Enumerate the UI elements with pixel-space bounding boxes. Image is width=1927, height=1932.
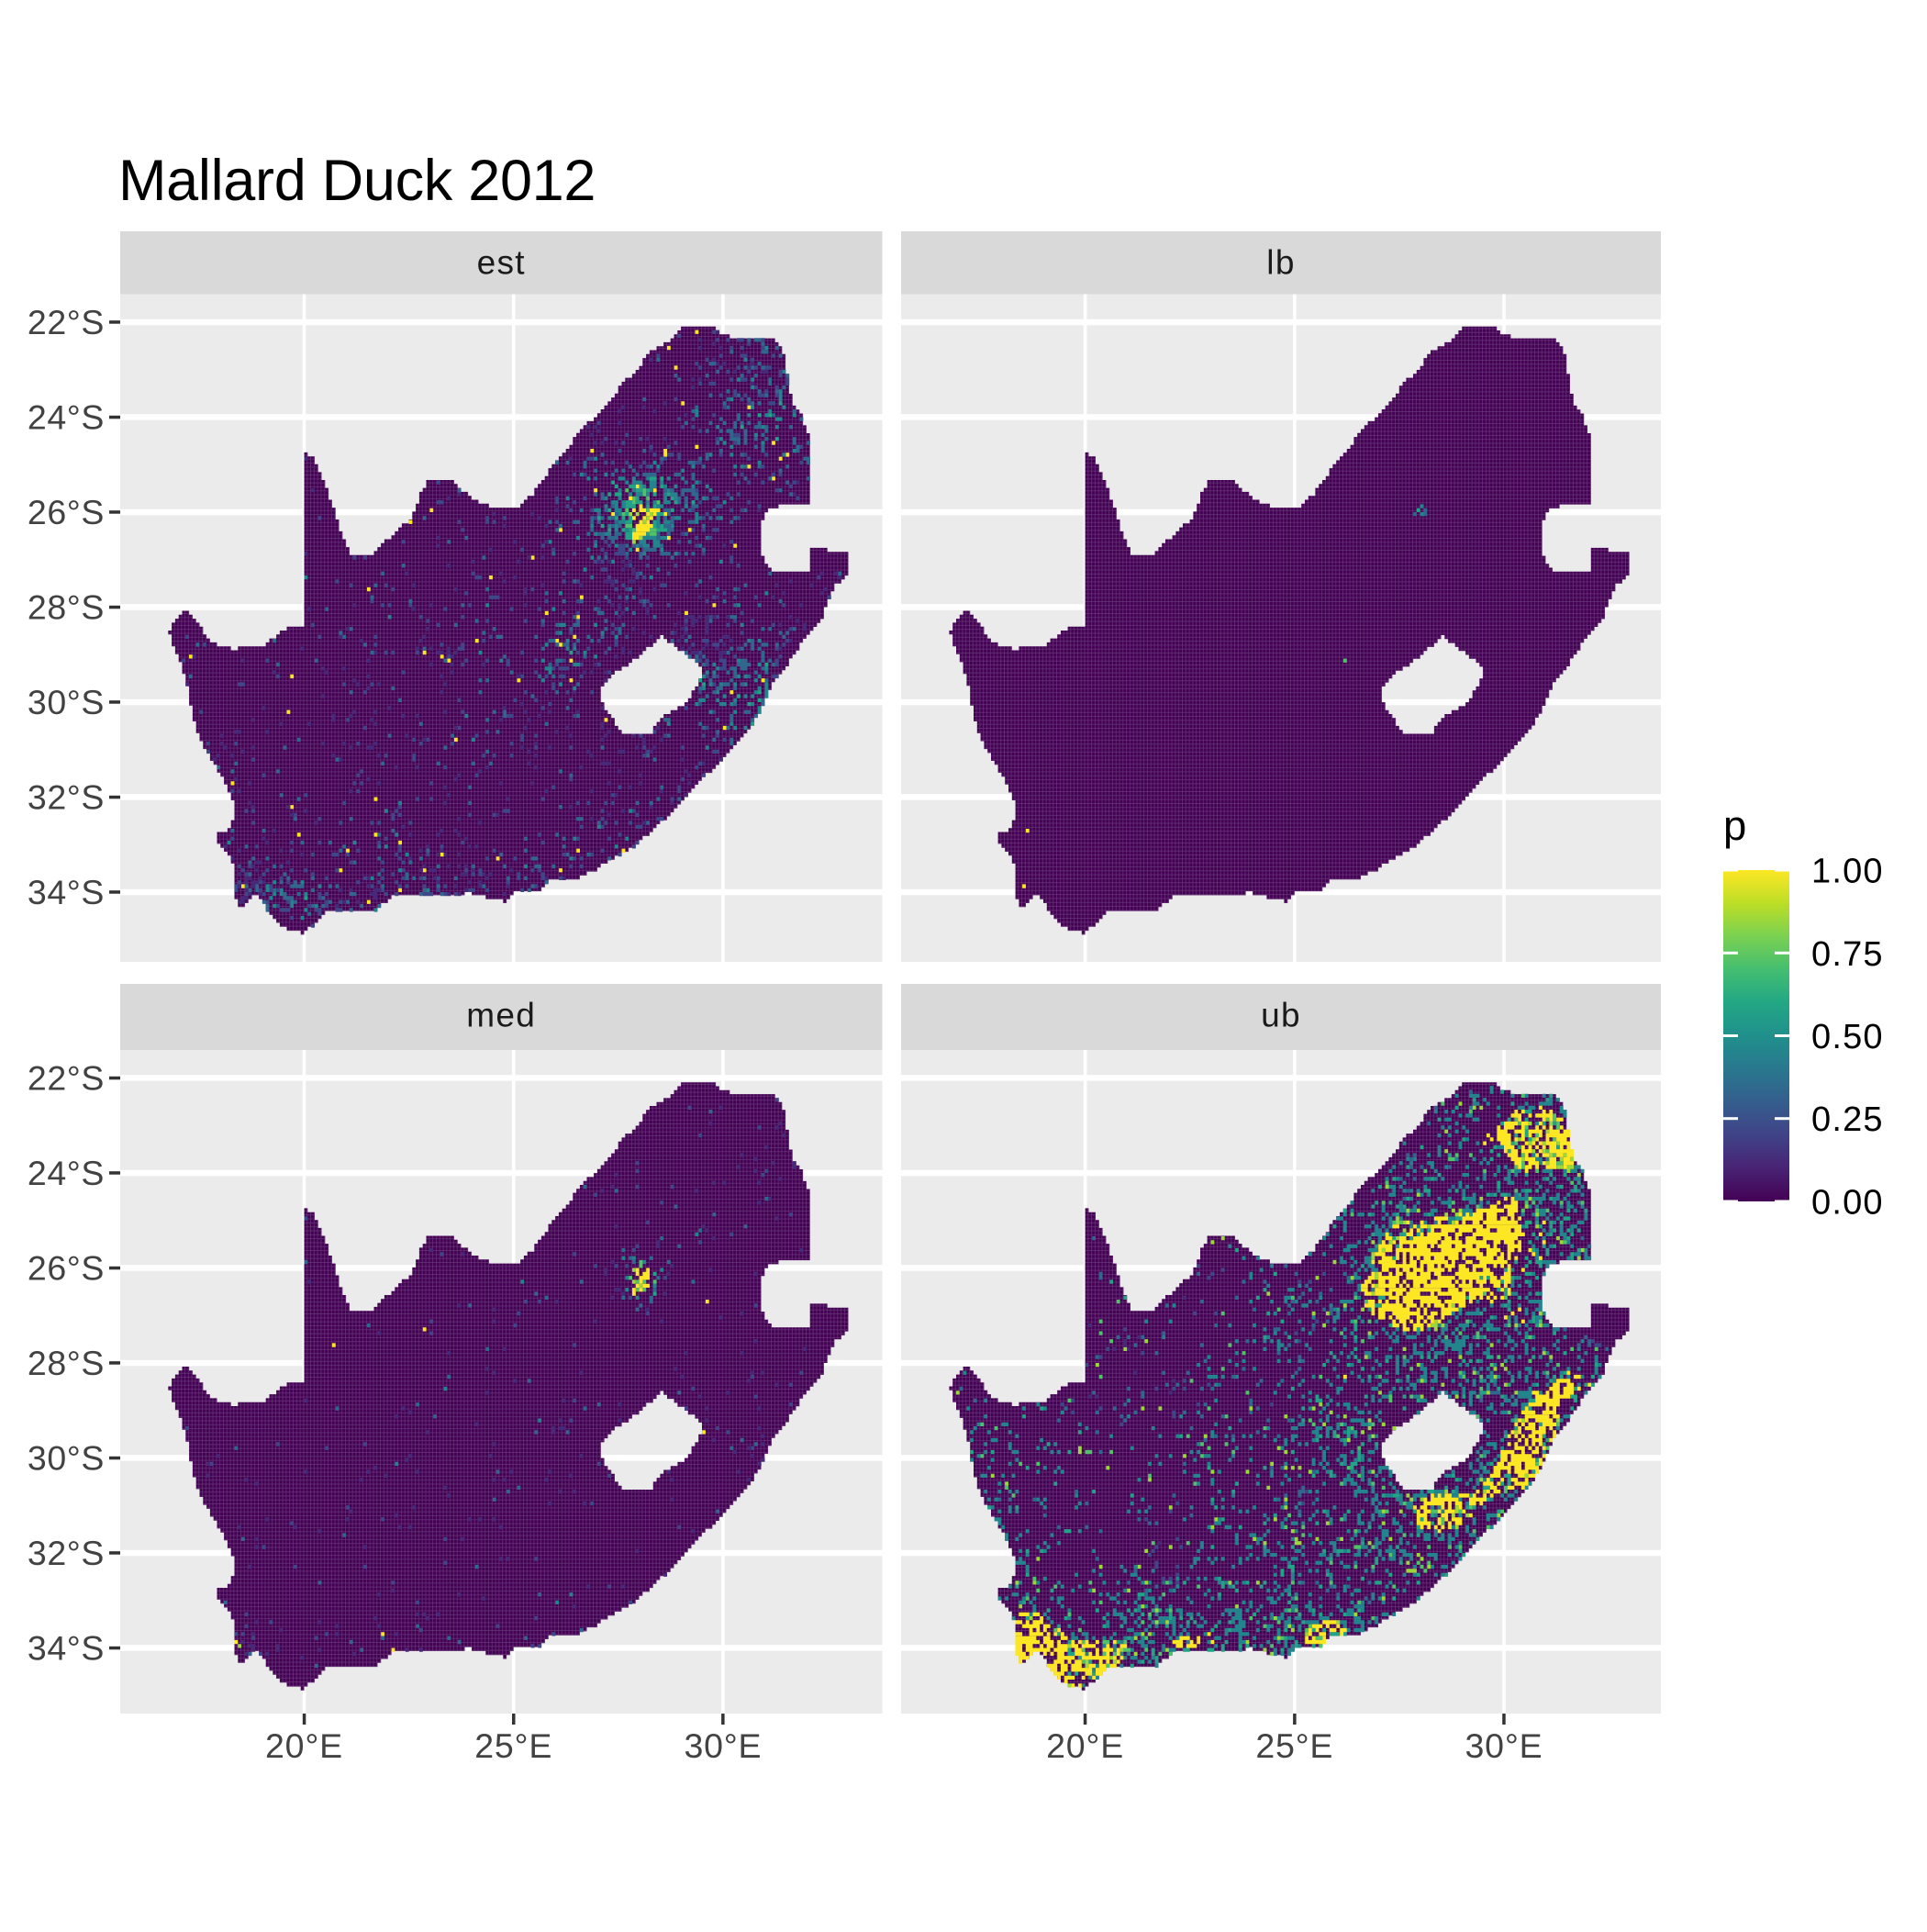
svg-text:22°S: 22°S — [28, 1059, 105, 1098]
svg-text:0.50: 0.50 — [1811, 1018, 1884, 1056]
svg-text:22°S: 22°S — [28, 303, 105, 341]
svg-text:0.25: 0.25 — [1811, 1100, 1884, 1139]
svg-text:est: est — [477, 244, 526, 282]
svg-text:0.00: 0.00 — [1811, 1184, 1884, 1223]
svg-text:ub: ub — [1261, 997, 1301, 1034]
svg-text:26°S: 26°S — [28, 1249, 105, 1288]
svg-text:0.75: 0.75 — [1811, 935, 1884, 974]
svg-text:26°S: 26°S — [28, 493, 105, 531]
svg-text:28°S: 28°S — [28, 588, 105, 627]
svg-text:32°S: 32°S — [28, 1534, 105, 1572]
svg-text:28°S: 28°S — [28, 1344, 105, 1382]
svg-text:p: p — [1723, 802, 1746, 849]
svg-text:30°S: 30°S — [28, 683, 105, 721]
svg-text:25°E: 25°E — [1255, 1726, 1333, 1765]
svg-text:25°E: 25°E — [474, 1726, 552, 1765]
svg-text:34°S: 34°S — [28, 873, 105, 911]
svg-text:32°S: 32°S — [28, 778, 105, 817]
svg-text:lb: lb — [1266, 244, 1295, 282]
svg-text:30°E: 30°E — [1465, 1726, 1543, 1765]
svg-text:20°E: 20°E — [265, 1726, 343, 1765]
svg-text:24°S: 24°S — [28, 1154, 105, 1192]
svg-text:Mallard Duck 2012: Mallard Duck 2012 — [118, 149, 596, 213]
svg-text:med: med — [466, 997, 536, 1034]
svg-text:20°E: 20°E — [1046, 1726, 1124, 1765]
svg-text:1.00: 1.00 — [1811, 853, 1884, 891]
svg-text:34°S: 34°S — [28, 1629, 105, 1668]
svg-text:24°S: 24°S — [28, 398, 105, 437]
svg-text:30°S: 30°S — [28, 1439, 105, 1478]
svg-text:30°E: 30°E — [684, 1726, 762, 1765]
